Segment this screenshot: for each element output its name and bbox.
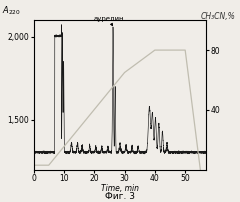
Text: Фиг. 3: Фиг. 3 <box>105 192 135 201</box>
X-axis label: Time, min: Time, min <box>101 184 139 193</box>
Text: CH₃CN,%: CH₃CN,% <box>200 12 235 21</box>
Text: $A_{220}$: $A_{220}$ <box>2 5 21 17</box>
Text: аурелин: аурелин <box>93 16 124 26</box>
